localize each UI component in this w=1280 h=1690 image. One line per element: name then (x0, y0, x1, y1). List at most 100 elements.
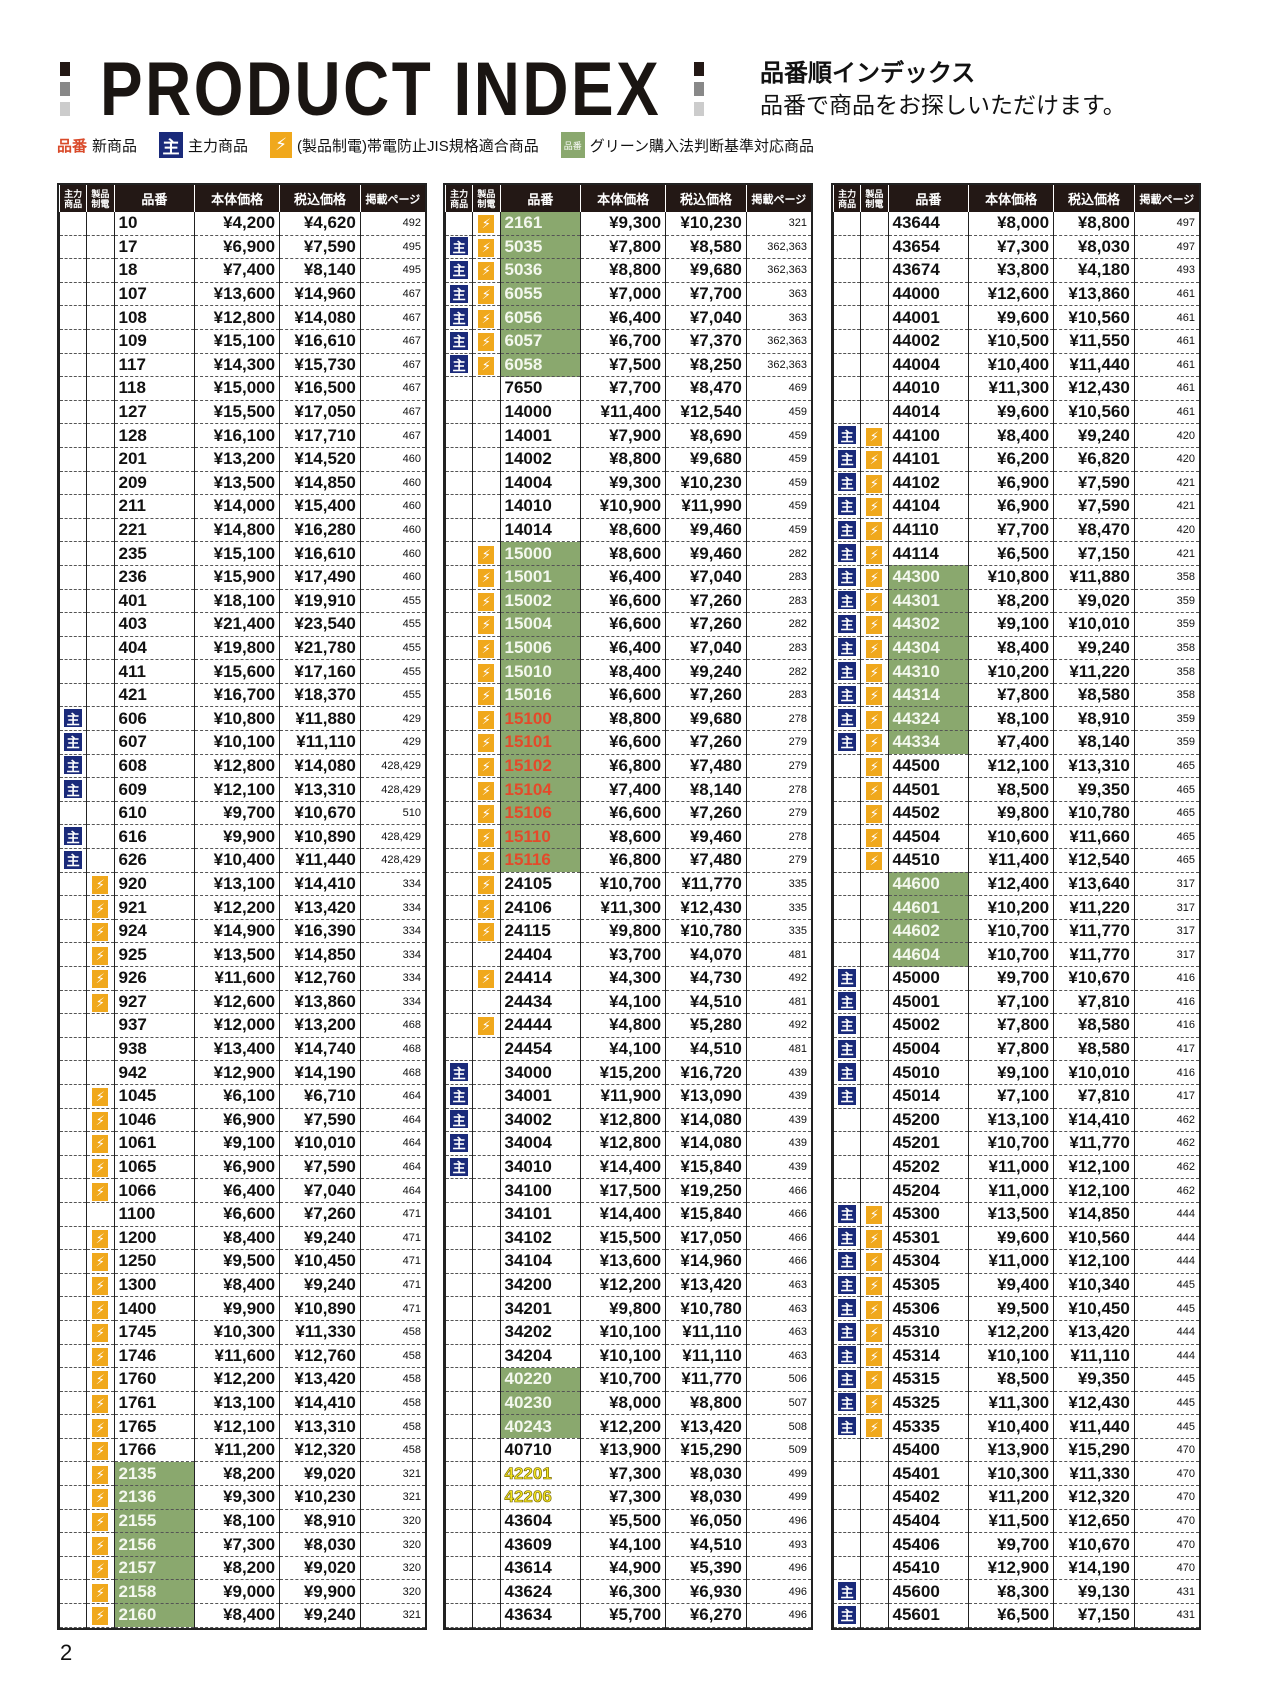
static-cell (860, 258, 888, 283)
tax-price: ¥7,260 (665, 730, 747, 755)
tax-price: ¥12,100 (1053, 1249, 1135, 1274)
main-cell: 主 (832, 1391, 861, 1416)
table-row: 主 ⚡ 45304 ¥11,000 ¥12,100 444 (832, 1249, 1199, 1274)
base-price: ¥8,200 (968, 589, 1054, 614)
static-cell: ⚡ (86, 1603, 114, 1628)
product-number: 24404 (499, 942, 581, 967)
catalog-page: 282 (745, 659, 811, 684)
main-cell (444, 990, 473, 1015)
static-cell: ⚡ (860, 1202, 888, 1227)
tax-price: ¥7,040 (665, 636, 747, 661)
catalog-page: 467 (359, 329, 425, 354)
static-cell (472, 1344, 500, 1369)
catalog-page: 320 (359, 1532, 425, 1557)
table-row: ⚡ 1746 ¥11,600 ¥12,760 458 (58, 1344, 425, 1369)
main-cell: 主 (832, 494, 861, 519)
catalog-page: 499 (745, 1485, 811, 1510)
tax-price: ¥9,350 (1053, 1367, 1135, 1392)
main-cell (832, 824, 861, 850)
table-row: 24434 ¥4,100 ¥4,510 481 (444, 990, 811, 1015)
table-row: 主 45001 ¥7,100 ¥7,810 416 (832, 990, 1199, 1015)
main-cell: 主 (832, 966, 861, 991)
title-bar-mark (694, 102, 704, 116)
tax-price: ¥4,730 (665, 966, 747, 991)
product-number: 44000 (887, 282, 969, 307)
catalog-page: 458 (359, 1367, 425, 1392)
tax-price: ¥13,420 (279, 895, 361, 920)
base-price: ¥8,600 (580, 824, 666, 850)
catalog-page: 416 (1133, 1013, 1199, 1038)
base-price: ¥13,500 (194, 942, 280, 967)
catalog-page: 445 (1133, 1296, 1199, 1321)
tax-price: ¥14,410 (1053, 1108, 1135, 1133)
lightning-icon: ⚡ (92, 970, 109, 989)
product-number: 34001 (499, 1084, 581, 1109)
col-no: 品番 (113, 185, 195, 212)
col-price: 本体価格 (194, 185, 280, 212)
lightning-icon: ⚡ (92, 1300, 109, 1319)
table-row: 主 ⚡ 45335 ¥10,400 ¥11,440 445 (832, 1414, 1199, 1439)
static-cell (86, 400, 114, 425)
base-price: ¥13,900 (968, 1438, 1054, 1463)
product-number: 45325 (887, 1391, 969, 1416)
product-number: 235 (113, 541, 195, 566)
base-price: ¥6,900 (194, 1108, 280, 1133)
table-row: ⚡ 15002 ¥6,600 ¥7,260 283 (444, 589, 811, 614)
table-row: 403 ¥21,400 ¥23,540 455 (58, 612, 425, 637)
catalog-page: 468 (359, 1060, 425, 1085)
main-cell (58, 494, 87, 519)
table-row: 主 ⚡ 44314 ¥7,800 ¥8,580 358 (832, 683, 1199, 708)
catalog-page: 455 (359, 683, 425, 708)
lightning-icon: ⚡ (92, 1253, 109, 1272)
product-number: 15102 (499, 754, 581, 779)
main-product-icon: 主 (838, 1322, 857, 1341)
catalog-page: 417 (1133, 1084, 1199, 1109)
table-row: ⚡ 2155 ¥8,100 ¥8,910 320 (58, 1509, 425, 1534)
product-number: 921 (113, 895, 195, 920)
main-cell (444, 1320, 473, 1345)
catalog-page: 463 (745, 1344, 811, 1369)
product-number: 920 (113, 872, 195, 897)
base-price: ¥12,600 (968, 282, 1054, 307)
catalog-page: 279 (745, 730, 811, 755)
table-row: 938 ¥13,400 ¥14,740 468 (58, 1037, 425, 1062)
tax-price: ¥8,030 (665, 1461, 747, 1487)
catalog-page: 358 (1133, 565, 1199, 590)
main-cell (58, 1579, 87, 1605)
product-number: 5035 (499, 235, 581, 260)
product-number: 44500 (887, 754, 969, 779)
lightning-icon: ⚡ (92, 1088, 109, 1107)
table-row: ⚡ 1250 ¥9,500 ¥10,450 471 (58, 1249, 425, 1274)
table-row: 44004 ¥10,400 ¥11,440 461 (832, 353, 1199, 378)
static-cell (472, 1532, 500, 1557)
static-cell (860, 305, 888, 330)
static-cell (860, 1131, 888, 1156)
main-cell: 主 (444, 282, 473, 307)
base-price: ¥12,100 (968, 754, 1054, 779)
base-price: ¥8,800 (580, 447, 666, 472)
main-cell (58, 1509, 87, 1534)
base-price: ¥10,300 (968, 1461, 1054, 1487)
tax-price: ¥11,770 (665, 1367, 747, 1392)
catalog-page: 464 (359, 1084, 425, 1109)
main-cell (444, 1202, 473, 1227)
static-cell (472, 1273, 500, 1298)
catalog-page: 445 (1133, 1367, 1199, 1392)
tax-price: ¥12,430 (665, 895, 747, 920)
main-cell: 主 (444, 1060, 473, 1085)
table-row: 主 ⚡ 45301 ¥9,600 ¥10,560 444 (832, 1226, 1199, 1251)
static-cell: ⚡ (472, 212, 500, 236)
main-product-icon: 主 (838, 1039, 857, 1058)
tax-price: ¥9,460 (665, 518, 747, 543)
table-row: 主 ⚡ 44114 ¥6,500 ¥7,150 421 (832, 541, 1199, 566)
tax-price: ¥11,110 (665, 1344, 747, 1369)
catalog-page: 462 (1133, 1131, 1199, 1156)
table-row: 主 34004 ¥12,800 ¥14,080 439 (444, 1131, 811, 1156)
main-cell: 主 (832, 1367, 861, 1392)
product-number: 927 (113, 990, 195, 1015)
base-price: ¥6,500 (968, 541, 1054, 566)
base-price: ¥9,100 (968, 612, 1054, 637)
base-price: ¥7,800 (968, 1037, 1054, 1062)
lightning-icon: ⚡ (866, 852, 883, 871)
tax-price: ¥7,040 (665, 565, 747, 590)
